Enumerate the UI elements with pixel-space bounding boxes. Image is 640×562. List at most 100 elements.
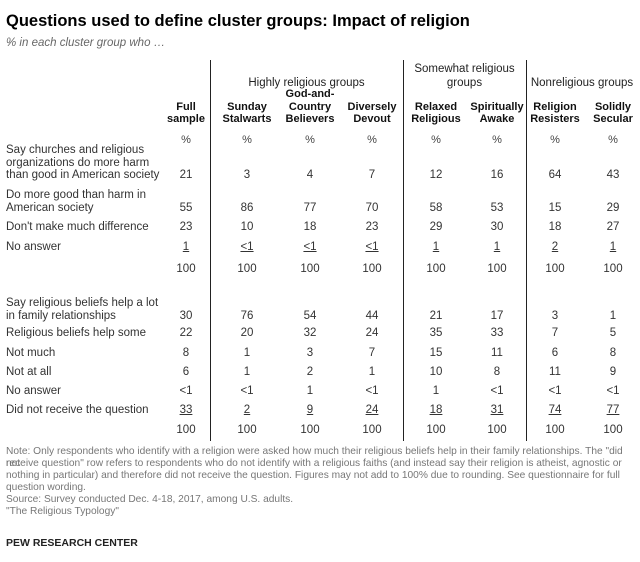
row-label-line: organizations do more harm [6,156,150,169]
table-cell: 10 [240,221,254,233]
table-cell: 35 [429,327,443,339]
table-cell: 10 [429,366,443,378]
table-cell: 58 [429,201,443,214]
table-cell: 100 [237,263,257,275]
table-cell: 8 [182,347,190,359]
table-cell: 30 [179,309,193,322]
table-cell: 18 [548,221,562,233]
table-cell: <1 [222,241,272,253]
table-cell: 76 [240,309,254,322]
column-header-line [213,88,281,101]
cell-value: 74 [548,404,562,416]
source-line: Source: Survey conducted Dec. 4-18, 2017… [6,494,294,505]
table-cell: 7 [551,327,559,339]
column-header-line: Secular [593,113,633,125]
table-cell: 1 [609,309,617,322]
column-header: Sunday Stalwarts [213,88,281,126]
table-cell: 23 [365,221,379,233]
table-cell: <1 [240,385,254,397]
table-cell: 1 [588,241,638,253]
table-cell: <1 [606,385,620,397]
row-label: Not at all [6,366,171,379]
table-cell: 100 [426,263,446,275]
table-cell: 30 [490,221,504,233]
row-label-line: Don't make much difference [6,221,149,233]
report-title-line: "The Religious Typology" [6,506,119,517]
cell-value: 1 [609,241,617,253]
table-cell: 100 [176,263,196,275]
table-cell: 3 [243,169,251,181]
column-header: God-and- Country Believers [276,88,344,126]
table-cell: 1 [472,241,522,253]
table-cell: 11 [549,366,561,378]
table-cell: 77 [588,404,638,416]
table-cell: 100 [237,424,257,436]
table-cell: 31 [472,404,522,416]
table-cell: 1 [411,241,461,253]
table-cell: 86 [240,201,254,214]
percent-symbol: % [492,134,502,146]
table-cell: <1 [365,385,379,397]
table-cell: 29 [606,201,620,214]
row-label-line: Not at all [6,366,52,378]
table-cell: 23 [179,221,193,233]
table-cell: 55 [179,201,193,214]
row-label: Say religious beliefs help a lot in famil… [6,297,171,322]
divider-somewhat [403,60,404,441]
table-cell: 2 [222,404,272,416]
column-header: Full sample [152,88,220,126]
table-cell: 100 [300,263,320,275]
group-nonreligious: Nonreligious groups [530,77,634,89]
table-cell: 1 [243,366,251,378]
page-title: Questions used to define cluster groups:… [6,12,470,30]
table-cell: 1 [368,366,376,378]
percent-symbol: % [550,134,560,146]
table-cell: 8 [493,366,501,378]
column-header: Spiritually Awake [463,88,531,126]
row-label-line: than good in American society [6,169,160,181]
column-header-line: Diversely [347,100,397,113]
column-header: Diversely Devout [338,88,406,126]
table-cell: 32 [303,327,317,339]
table-cell: <1 [179,385,193,397]
table-cell: 16 [490,169,504,181]
table-cell: 74 [530,404,580,416]
table-cell: 12 [429,169,443,181]
table-cell: 24 [347,404,397,416]
column-header-line: Awake [479,113,515,125]
cell-value: 18 [429,404,443,416]
group-somewhat-religious: Somewhat religious groups [414,63,515,89]
table-cell: 3 [306,347,314,359]
column-header: Relaxed Religious [402,88,470,126]
subtitle: % in each cluster group who … [6,37,166,49]
table-cell: 100 [176,424,196,436]
table-cell: 77 [303,201,317,214]
table-cell: 2 [530,241,580,253]
table-cell: 27 [606,221,620,233]
table-cell: 7 [368,169,376,181]
note-line-4: question wording. [6,482,86,493]
column-header-line: Stalwarts [222,113,272,125]
table-cell: 100 [603,263,623,275]
table-cell: 6 [551,347,559,359]
percent-symbol: % [181,134,191,146]
table-cell: 100 [362,263,382,275]
table-cell: 44 [365,309,379,322]
table-cell: 3 [551,309,559,322]
column-header-line: sample [167,113,205,125]
table-cell: 1 [243,347,251,359]
table-cell: 1 [432,385,440,397]
table-cell: 11 [491,347,503,359]
column-header-line: Religious [411,113,461,125]
table-cell: <1 [347,241,397,253]
percent-symbol: % [367,134,377,146]
column-header-line [402,88,470,101]
table-cell: 33 [490,327,504,339]
column-header-line: Religion [533,100,577,113]
row-label-line: Not much [6,347,56,359]
table-cell: 18 [411,404,461,416]
divider-non [526,60,527,441]
note-line-3: nothing in particular) and therefore did… [6,470,620,481]
column-header-line [152,88,220,101]
cell-value: 9 [306,404,314,416]
